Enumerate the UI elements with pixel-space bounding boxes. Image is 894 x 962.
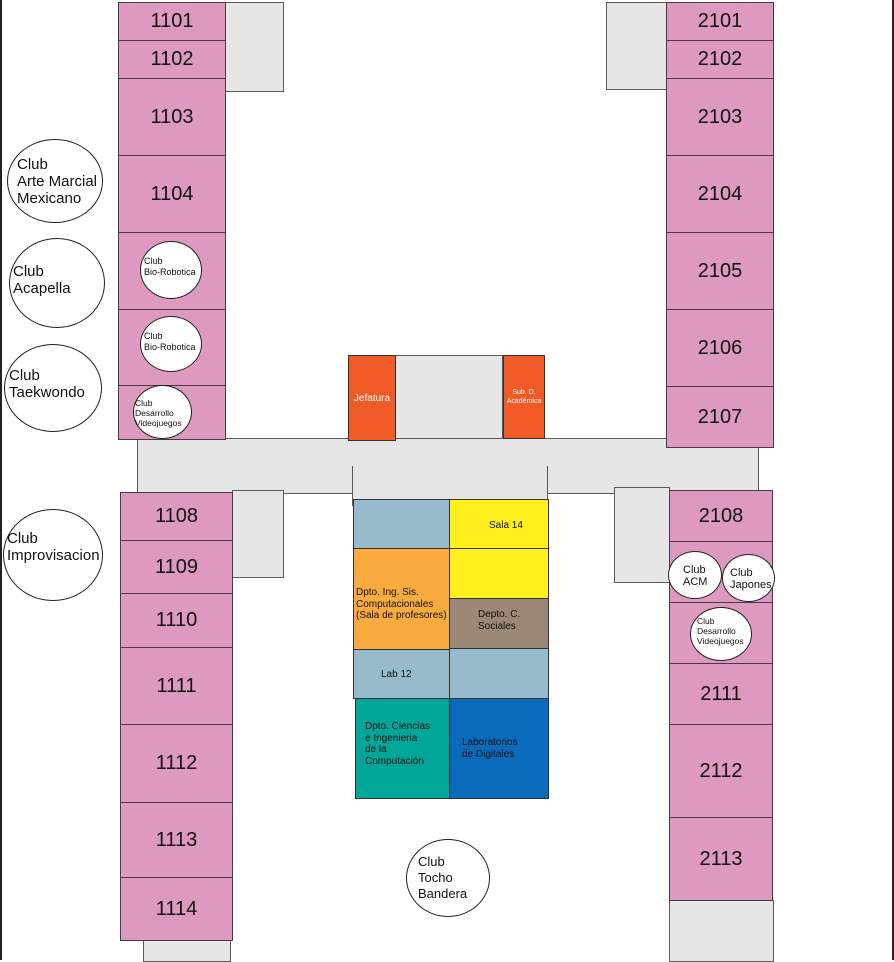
club-acapella[interactable]: Club Acapella — [9, 238, 105, 328]
club-acm[interactable]: Club ACM — [668, 551, 722, 599]
room-2101: 2101 — [666, 2, 774, 41]
office-jefatura: Jefatura — [348, 355, 396, 441]
label-dpto-ciencias: Dpto. Ciencias e Ingenieria de la Comput… — [365, 721, 431, 767]
label-bio-robotica-2: Club Bio-Robotica — [144, 331, 196, 352]
room-1101: 1101 — [118, 2, 226, 41]
label-arte-marcial: Club Arte Marcial Mexicano — [17, 156, 98, 207]
label-acapella: Club Acapella — [13, 263, 71, 297]
label-lab-12: Lab 12 — [381, 669, 412, 680]
office-subdireccion-academica: Sub. D. Académica — [503, 355, 545, 439]
label-acm: Club ACM — [683, 564, 708, 588]
block-lab-12: Lab 12 — [353, 649, 450, 699]
block-dpto-ciencias: Dpto. Ciencias e Ingenieria de la Comput… — [355, 698, 450, 799]
corridor-top-right-annex — [606, 2, 667, 90]
room-2111: 2111 — [669, 663, 773, 725]
label-bio-robotica-1: Club Bio-Robotica — [144, 256, 196, 277]
room-2113: 2113 — [669, 817, 773, 901]
room-2105: 2105 — [666, 232, 774, 310]
block-sala-14: Sala 14 — [449, 499, 549, 549]
room-2107: 2107 — [666, 386, 774, 448]
label-depto-sociales: Depto. C. Sociales — [478, 609, 521, 632]
label-japones: Club Japones — [730, 567, 772, 591]
room-1109: 1109 — [120, 540, 233, 594]
room-2104: 2104 — [666, 155, 774, 233]
club-desarrollo-videojuegos-left[interactable]: Club Desarrollo Videojuegos — [133, 385, 192, 439]
club-arte-marcial-mexicano[interactable]: Club Arte Marcial Mexicano — [7, 139, 103, 223]
club-desarrollo-videojuegos-right[interactable]: Club Desarrollo Videojuegos — [690, 607, 752, 661]
club-taekwondo[interactable]: Club Taekwondo — [4, 344, 102, 432]
block-lightblue-top — [353, 499, 450, 549]
room-2102: 2102 — [666, 40, 774, 79]
label-laboratorios-digitales: Laboratorios de Digitales — [462, 737, 518, 760]
club-tocho-bandera[interactable]: Club Tocho Bandera — [406, 839, 490, 917]
corridor-right-lower-annex — [614, 487, 670, 583]
block-dpto-ing-sis-computacionales: Dpto. Ing. Sis. Computacionales (Sala de… — [353, 548, 450, 650]
room-1111: 1111 — [120, 647, 233, 725]
label-dpto-ing-sis: Dpto. Ing. Sis. Computacionales (Sala de… — [356, 587, 447, 621]
room-1102: 1102 — [118, 40, 226, 79]
block-depto-c-sociales: Depto. C. Sociales — [449, 598, 549, 649]
room-2103: 2103 — [666, 78, 774, 156]
label-improvisacion: Club Improvisacion — [7, 530, 100, 564]
corridor-bottom-right — [669, 900, 774, 962]
room-2108: 2108 — [669, 490, 773, 542]
label-taekwondo: Club Taekwondo — [9, 367, 85, 401]
club-bio-robotica-1[interactable]: Club Bio-Robotica — [140, 241, 202, 299]
block-laboratorios-digitales: Laboratorios de Digitales — [449, 698, 549, 799]
room-1104: 1104 — [118, 155, 226, 233]
room-1108: 1108 — [120, 492, 233, 541]
block-lightblue-mid — [449, 648, 549, 699]
room-1110: 1110 — [120, 593, 233, 648]
corridor-top-left-annex — [225, 2, 284, 92]
block-yellow — [449, 548, 549, 599]
corridor-center-upper — [395, 355, 503, 440]
label-videojuegos-right: Club Desarrollo Videojuegos — [697, 616, 744, 646]
club-bio-robotica-2[interactable]: Club Bio-Robotica — [140, 316, 202, 372]
club-japones[interactable]: Club Japones — [722, 554, 775, 602]
label-sala-14: Sala 14 — [489, 520, 523, 531]
room-1114: 1114 — [120, 877, 233, 941]
room-1113: 1113 — [120, 802, 233, 878]
room-1103: 1103 — [118, 78, 226, 156]
label-videojuegos-left: Club Desarrollo Videojuegos — [135, 398, 182, 428]
corridor-left-lower-annex — [232, 490, 284, 578]
club-improvisacion[interactable]: Club Improvisacion — [3, 509, 103, 601]
label-tocho-bandera: Club Tocho Bandera — [418, 854, 468, 901]
room-2106: 2106 — [666, 309, 774, 387]
room-1112: 1112 — [120, 724, 233, 803]
corridor-bottom-left — [143, 938, 231, 962]
room-2112: 2112 — [669, 724, 773, 818]
